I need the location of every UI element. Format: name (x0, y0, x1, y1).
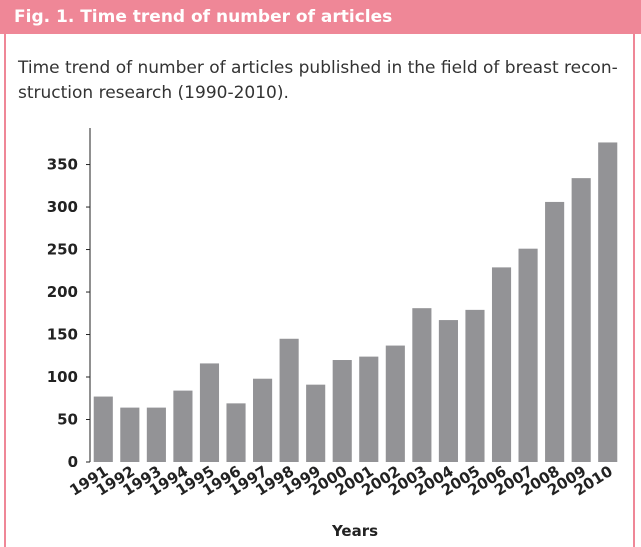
figure-title: Fig. 1. Time trend of number of articles (0, 0, 641, 34)
bar (253, 378, 273, 462)
caption-line: struction research (1990-2010). (18, 83, 289, 103)
bar (571, 178, 591, 462)
bar (545, 201, 565, 462)
bar (146, 407, 166, 462)
bar (438, 320, 458, 462)
bar (306, 384, 326, 462)
bar (412, 308, 432, 462)
bar (491, 267, 512, 462)
x-axis-label: Years (331, 522, 378, 540)
bar (279, 338, 299, 462)
y-tick-label: 350 (47, 156, 78, 174)
bar (93, 396, 113, 462)
bar (385, 345, 405, 462)
y-tick-label: 200 (47, 283, 78, 301)
caption-line: Time trend of number of articles publish… (18, 58, 618, 78)
bar (226, 403, 246, 462)
y-tick-label: 0 (68, 453, 78, 471)
bar (598, 142, 618, 463)
bar (465, 309, 485, 462)
bar (518, 248, 538, 462)
y-tick-label: 300 (47, 198, 78, 216)
bar (199, 363, 220, 462)
frame (4, 0, 635, 547)
y-tick-label: 50 (57, 411, 78, 429)
bar (120, 407, 140, 462)
bar (332, 360, 352, 462)
y-tick-label: 150 (47, 326, 78, 344)
bar (173, 390, 193, 462)
bar (359, 356, 379, 462)
y-tick-label: 250 (47, 241, 78, 259)
y-tick-label: 100 (47, 368, 78, 386)
